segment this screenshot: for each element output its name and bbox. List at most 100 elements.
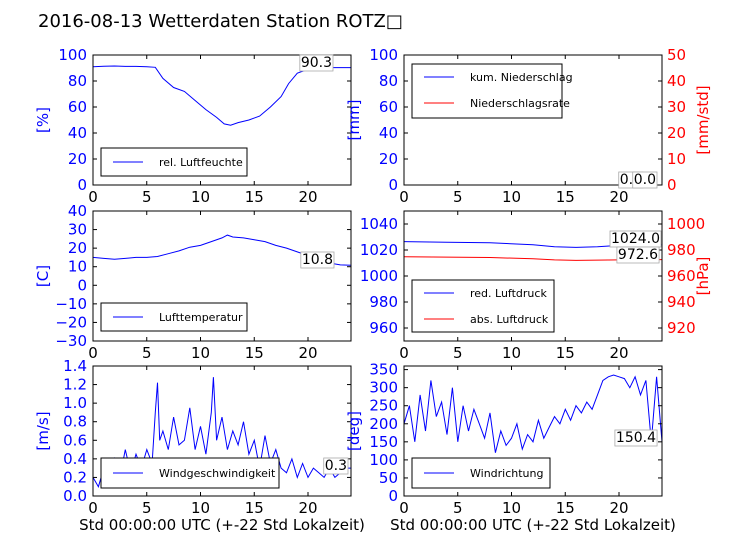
plot-frame-winddirection [403, 365, 663, 497]
y-tick-label: 20 [68, 150, 87, 168]
x-tick-label: 20 [609, 344, 628, 362]
legend-entry: Lufttemperatur [159, 311, 243, 324]
y-axis-label: [m/s] [34, 411, 52, 450]
panel-precipitation: 0 5 10 15 20 0 20 40 60 80 100 0 10 20 30 40 50 [mm] [mm/s… [345, 46, 712, 206]
x-tick-label: 0 [399, 499, 409, 517]
y-tick-label: −10 [55, 295, 87, 313]
y-tick-label: −20 [55, 313, 87, 331]
y-right-tick-label: 1000 [667, 215, 705, 233]
y-tick-label: 0.4 [63, 450, 87, 468]
x-tick-label: 0 [399, 188, 409, 206]
x-tick-label: 0 [399, 344, 409, 362]
legend-entry: Niederschlagsrate [470, 97, 570, 110]
y-tick-label: 60 [379, 98, 398, 116]
value-annotation: 150.4 [616, 430, 656, 446]
y-axis-label: [mm] [345, 100, 363, 141]
panel-temperature: 0 5 10 15 20−30−20−10010203040[C]Lufttempera… [34, 202, 352, 362]
y-tick-label: 100 [58, 46, 87, 64]
y-tick-label: 0 [77, 276, 87, 294]
x-tick-label: 20 [609, 499, 628, 517]
x-tick-label: 20 [298, 499, 317, 517]
panel-windspeed: 0 5 10 15 20 0.00.20.40.60.81.01.21.4 [m/s] Std… [34, 357, 365, 534]
value-annotation-box [299, 54, 334, 72]
x-tick-label: 5 [142, 188, 152, 206]
y-right-tick-label: 50 [667, 46, 686, 64]
y-tick-label: 100 [369, 451, 398, 469]
y-right-tick-label: 30 [667, 98, 686, 116]
y-tick-label: 0.6 [63, 431, 87, 449]
y-tick-label: −30 [55, 332, 87, 350]
y-tick-label: 50 [379, 469, 398, 487]
x-tick-label: 20 [298, 188, 317, 206]
legend-entry: rel. Luftfeuchte [159, 156, 243, 169]
plot-frame-precipitation [403, 54, 663, 186]
y-tick-label: 80 [379, 72, 398, 90]
legend-entry: red. Luftdruck [470, 287, 547, 300]
plot-frame-humidity [92, 54, 352, 186]
y-tick-label: 960 [369, 319, 398, 337]
y-tick-label: 300 [369, 379, 398, 397]
y-tick-label: 100 [369, 46, 398, 64]
x-axis-label: Std 00:00:00 UTC (+-22 Std Lokalzeit) [79, 516, 365, 534]
y-axis-label: [%] [34, 107, 52, 133]
x-tick-label: 15 [556, 188, 575, 206]
y-tick-label: 1.4 [63, 357, 87, 375]
y-tick-label: 250 [369, 397, 398, 415]
legend-entry: kum. Niederschlag [470, 71, 573, 84]
y-right-tick-label: 960 [667, 267, 696, 285]
x-tick-label: 0 [88, 499, 98, 517]
y-tick-label: 980 [369, 293, 398, 311]
y-tick-label: 0 [77, 176, 87, 194]
y-tick-label: 200 [369, 415, 398, 433]
y-right-axis-label: [mm/std] [694, 85, 712, 154]
value-annotation-box [323, 457, 349, 475]
y-tick-label: 20 [379, 150, 398, 168]
legend-entry: Windrichtung [470, 467, 543, 480]
x-tick-label: 10 [502, 499, 521, 517]
y-tick-label: 40 [68, 202, 87, 220]
x-tick-label: 10 [502, 344, 521, 362]
x-tick-label: 5 [142, 344, 152, 362]
x-tick-label: 5 [142, 499, 152, 517]
y-tick-label: 80 [68, 72, 87, 90]
y-tick-label: 350 [369, 361, 398, 379]
legend-pressure: red. Luftdruck abs. Luftdruck [411, 279, 555, 333]
y-tick-label: 30 [68, 221, 87, 239]
value-annotation: 972.6 [618, 247, 658, 263]
y-right-axis-label: [hPa] [694, 257, 712, 296]
y-tick-label: 150 [369, 433, 398, 451]
x-tick-label: 20 [609, 188, 628, 206]
value-annotation-box [616, 246, 660, 264]
x-tick-label: 5 [453, 344, 463, 362]
panel-pressure: 0 5 10 15 20 960 980 1000 1020 1040 920 940 960 980 10… [360, 210, 712, 362]
legend-windspeed: Windgeschwindigkeit [100, 457, 280, 489]
y-right-tick-label: 0 [667, 176, 677, 194]
x-tick-label: 0 [88, 344, 98, 362]
x-tick-label: 10 [191, 344, 210, 362]
legend-entry: Windgeschwindigkeit [159, 467, 276, 480]
y-right-tick-label: 940 [667, 293, 696, 311]
legend-precipitation: kum. Niederschlag Niederschlagsrate [411, 63, 573, 119]
value-annotation-box [614, 429, 658, 447]
y-tick-label: 1020 [360, 241, 398, 259]
y-axis-label: [deg] [345, 411, 363, 451]
plot-frame-windspeed [92, 365, 352, 497]
y-tick-label: 0 [388, 176, 398, 194]
y-tick-label: 20 [68, 239, 87, 257]
legend-entry: abs. Luftdruck [470, 313, 549, 326]
panel-humidity: 0 5 10 15 20 0 20 40 60 80 100 [%] rel. Luftfeuchte 9… [34, 46, 352, 206]
x-tick-label: 15 [556, 499, 575, 517]
value-annotation-box [632, 171, 658, 189]
x-axis-label: Std 00:00:00 UTC (+-22 Std Lokalzeit) [390, 516, 676, 534]
y-tick-label: 40 [68, 124, 87, 142]
value-annotation: 10.8 [302, 252, 333, 268]
series-line-winddirection-0 [404, 374, 662, 453]
x-tick-label: 0 [88, 188, 98, 206]
legend-temperature: Lufttemperatur [100, 302, 248, 332]
y-tick-label: 60 [68, 98, 87, 116]
y-right-tick-label: 920 [667, 319, 696, 337]
x-tick-label: 15 [245, 188, 264, 206]
y-tick-label: 1.2 [63, 376, 87, 394]
